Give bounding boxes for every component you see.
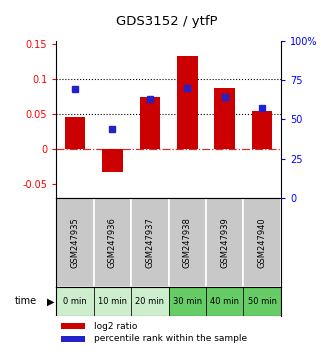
Text: GSM247940: GSM247940 bbox=[258, 217, 267, 268]
Bar bbox=[131, 286, 169, 316]
Bar bbox=[243, 286, 281, 316]
Text: log2 ratio: log2 ratio bbox=[94, 321, 137, 331]
Text: percentile rank within the sample: percentile rank within the sample bbox=[94, 334, 247, 343]
Text: GSM247939: GSM247939 bbox=[220, 217, 229, 268]
Bar bbox=[169, 198, 206, 286]
Bar bbox=[61, 323, 85, 329]
Text: GSM247937: GSM247937 bbox=[145, 217, 154, 268]
Text: GSM247938: GSM247938 bbox=[183, 217, 192, 268]
Bar bbox=[61, 336, 85, 342]
Text: 10 min: 10 min bbox=[98, 297, 127, 306]
Bar bbox=[94, 286, 131, 316]
Bar bbox=[56, 286, 94, 316]
Bar bbox=[56, 198, 94, 286]
Bar bbox=[243, 198, 281, 286]
Bar bbox=[177, 56, 197, 149]
Text: 40 min: 40 min bbox=[210, 297, 239, 306]
Bar bbox=[206, 286, 243, 316]
Text: GSM247936: GSM247936 bbox=[108, 217, 117, 268]
Text: 30 min: 30 min bbox=[173, 297, 202, 306]
Text: time: time bbox=[14, 296, 37, 306]
Bar bbox=[140, 97, 160, 149]
Bar bbox=[206, 198, 243, 286]
Text: 50 min: 50 min bbox=[247, 297, 277, 306]
Bar bbox=[169, 286, 206, 316]
Text: ▶: ▶ bbox=[47, 296, 54, 306]
Text: GSM247935: GSM247935 bbox=[70, 217, 79, 268]
Bar bbox=[102, 149, 123, 172]
Bar bbox=[65, 117, 85, 149]
Text: 20 min: 20 min bbox=[135, 297, 164, 306]
Bar bbox=[131, 198, 169, 286]
Bar bbox=[214, 87, 235, 149]
Text: GDS3152 / ytfP: GDS3152 / ytfP bbox=[116, 15, 218, 28]
Bar bbox=[252, 112, 273, 149]
Bar bbox=[94, 198, 131, 286]
Text: 0 min: 0 min bbox=[63, 297, 87, 306]
